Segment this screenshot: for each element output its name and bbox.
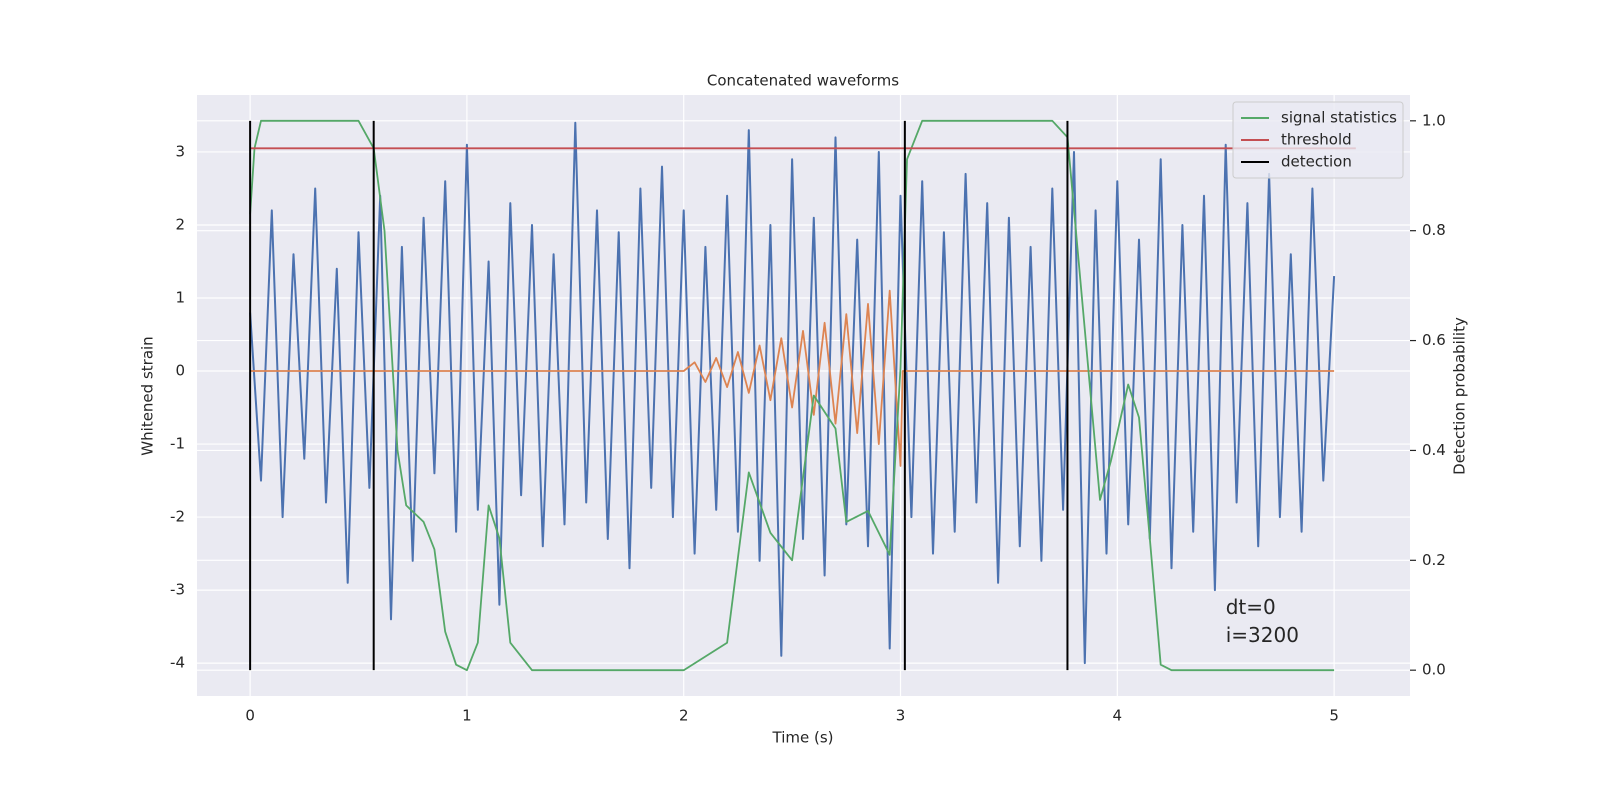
legend-label: detection xyxy=(1281,153,1352,171)
legend-box xyxy=(1232,101,1404,179)
y2-tick-label: 0.2 xyxy=(1422,551,1446,569)
y2-tick-label: 0.4 xyxy=(1422,441,1446,459)
x-axis-label: Time (s) xyxy=(772,729,834,747)
series-line xyxy=(249,119,1335,672)
legend-label: signal statistics xyxy=(1281,109,1397,127)
x-tick-label: 2 xyxy=(679,707,689,725)
y-tick-label: 3 xyxy=(175,142,185,160)
y-tick-label: 0 xyxy=(175,362,185,380)
y-tick-label: -1 xyxy=(170,435,185,453)
x-tick-label: 4 xyxy=(1113,707,1123,725)
plot-area xyxy=(197,95,1410,696)
series-line xyxy=(249,121,1336,665)
y-tick-label: -2 xyxy=(170,508,185,526)
y-axis-label: Whitened strain xyxy=(139,336,157,455)
y2-tick-label: 0.0 xyxy=(1422,661,1446,679)
annotation: dt=0 xyxy=(1226,595,1276,619)
x-tick-label: 3 xyxy=(896,707,906,725)
y2-axis-label: Detection probability xyxy=(1451,317,1469,475)
y2-tick-label: 0.6 xyxy=(1422,331,1446,349)
y2-tick-label: 0.8 xyxy=(1422,221,1446,239)
x-tick-label: 5 xyxy=(1329,707,1339,725)
y-tick-label: -3 xyxy=(170,581,185,599)
series-line xyxy=(250,289,1335,467)
legend-label: threshold xyxy=(1281,131,1352,149)
x-tick-label: 1 xyxy=(462,707,472,725)
x-tick-label: 0 xyxy=(245,707,255,725)
y-tick-label: 1 xyxy=(175,289,185,307)
annotation: i=3200 xyxy=(1226,623,1299,647)
chart-title: Concatenated waveforms xyxy=(707,72,899,90)
y-tick-label: -4 xyxy=(170,654,185,672)
y-tick-label: 2 xyxy=(175,215,185,233)
y2-tick-label: 1.0 xyxy=(1422,111,1446,129)
